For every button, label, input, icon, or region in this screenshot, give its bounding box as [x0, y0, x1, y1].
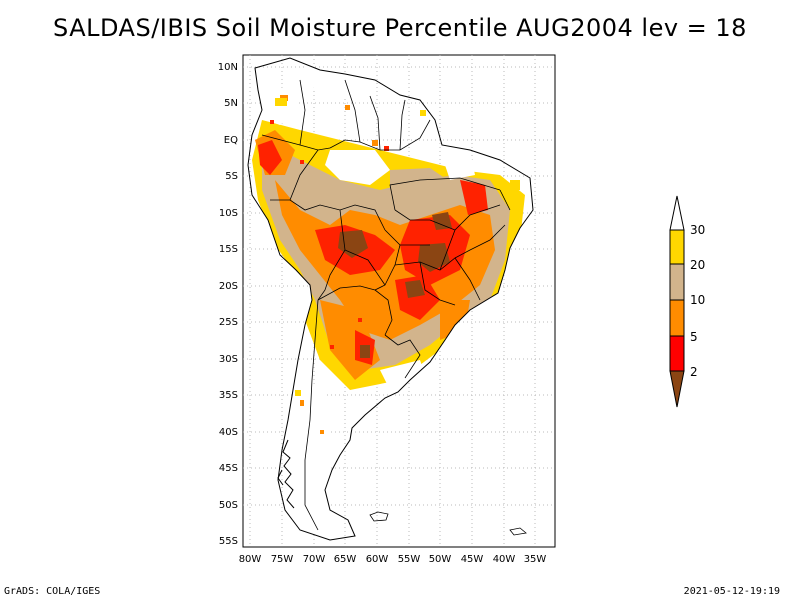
legend-label: 2 [690, 365, 698, 379]
legend-swatch-20-30 [669, 229, 685, 265]
small-island [509, 527, 527, 536]
color-legend: 30 20 10 5 2 [669, 195, 705, 408]
longitude-labels: 80W 75W 70W 65W 60W 55W 50W 45W 40W 35W [239, 554, 547, 565]
lat-label: 5N [224, 98, 238, 109]
country-borders [261, 79, 511, 531]
lon-label: 40W [493, 554, 516, 565]
lon-label: 75W [271, 554, 294, 565]
lon-label: 45W [461, 554, 484, 565]
lon-label: 50W [429, 554, 452, 565]
legend-label: 20 [690, 258, 705, 272]
lat-label: 10S [219, 208, 238, 219]
lon-label: 60W [366, 554, 389, 565]
lat-label: 30S [219, 354, 238, 365]
lat-label: EQ [224, 135, 238, 146]
legend-swatch-5-10 [669, 299, 685, 337]
coastline [247, 57, 534, 541]
lon-label: 70W [303, 554, 326, 565]
lon-label: 55W [398, 554, 421, 565]
legend-swatch-10-20 [669, 263, 685, 301]
legend-label: 5 [690, 330, 698, 344]
legend-swatch-2-5 [669, 335, 685, 372]
legend-label: 10 [690, 293, 705, 307]
lat-label: 50S [219, 500, 238, 511]
legend-bottom-arrow [669, 370, 685, 408]
lon-label: 35W [524, 554, 547, 565]
lat-label: 35S [219, 390, 238, 401]
footer-credit: GrADS: COLA/IGES [4, 586, 101, 597]
lat-label: 45S [219, 463, 238, 474]
lat-label: 5S [225, 171, 238, 182]
lon-label: 65W [334, 554, 357, 565]
lat-label: 20S [219, 281, 238, 292]
lat-label: 15S [219, 244, 238, 255]
lat-label: 10N [218, 62, 238, 73]
lat-label: 40S [219, 427, 238, 438]
lat-label: 55S [219, 536, 238, 547]
latitude-labels: 10N 5N EQ 5S 10S 15S 20S 25S 30S 35S 40S… [218, 62, 238, 547]
footer-timestamp: 2021-05-12-19:19 [683, 586, 780, 597]
map-title: SALDAS/IBIS Soil Moisture Percentile AUG… [53, 14, 747, 42]
legend-label: 30 [690, 223, 705, 237]
legend-top-arrow [669, 195, 685, 231]
lat-label: 25S [219, 317, 238, 328]
lon-label: 80W [239, 554, 262, 565]
falkland-islands [369, 511, 389, 522]
chile-fjord-coast [277, 439, 295, 509]
